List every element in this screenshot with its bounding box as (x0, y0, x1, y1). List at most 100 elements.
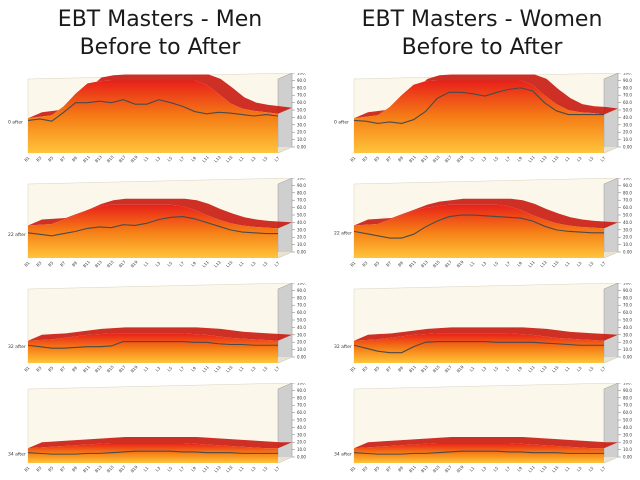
x-tick-label: L13 (539, 364, 548, 373)
x-tick-label: B9 (397, 365, 405, 373)
x-tick-label: B3 (361, 365, 369, 373)
x-tick-label: B19 (130, 154, 139, 163)
y-tick-label: 10.00 (623, 447, 632, 452)
x-tick-label: L5 (262, 365, 269, 372)
x-tick-label: B9 (397, 260, 405, 268)
chart-svg: 100.00 90.00 80.00 70.00 60.00 50.00 40.00 30.0… (334, 178, 632, 268)
x-tick-label: L13 (213, 464, 222, 473)
chart-svg: 100.00 90.00 80.00 70.00 60.00 50.00 40.00 30.0… (334, 383, 632, 473)
x-tick-label: L1 (143, 365, 150, 372)
y-tick-label: 80.00 (623, 295, 632, 300)
y-tick-label: 70.00 (297, 93, 306, 98)
x-tick-label: B15 (106, 364, 115, 373)
y-tick-label: 0.00 (297, 250, 306, 255)
x-tick-label: L1 (238, 465, 245, 472)
men-title-line2: Before to After (79, 35, 241, 60)
chart-women-3: 100.00 90.00 80.00 70.00 60.00 50.00 40.00 30.0… (332, 283, 632, 375)
y-tick-label: 80.00 (297, 190, 306, 195)
chart-men-3: 100.00 90.00 80.00 70.00 60.00 50.00 40.00 30.0… (6, 283, 306, 375)
x-tick-label: L1 (143, 155, 150, 162)
x-tick-label: B11 (408, 464, 417, 473)
y-tick-label: 80.00 (297, 85, 306, 90)
x-tick-label: B11 (82, 464, 91, 473)
x-tick-label: L1 (469, 365, 476, 372)
x-tick-label: L1 (564, 260, 571, 267)
x-tick-label: L9 (190, 260, 197, 267)
y-tick-label: 40.00 (297, 325, 306, 330)
x-tick-label: L9 (516, 155, 523, 162)
series-label: 0 after (334, 119, 349, 125)
x-tick-label: L11 (201, 154, 210, 163)
x-tick-label: L5 (166, 465, 173, 472)
x-tick-label: B15 (432, 364, 441, 373)
chart-svg: 100.00 90.00 80.00 70.00 60.00 50.00 40.00 30.0… (8, 383, 306, 473)
y-tick-label: 40.00 (297, 425, 306, 430)
men-title: EBT Masters - Men Before to After (10, 6, 310, 62)
x-tick-label: B9 (71, 465, 79, 473)
x-tick-label: B1 (349, 465, 357, 473)
x-tick-label: B1 (23, 465, 31, 473)
before-area-top-edge (354, 198, 618, 229)
y-tick-label: 100.00 (297, 283, 306, 286)
x-tick-label: L3 (576, 260, 583, 267)
x-tick-label: B1 (23, 260, 31, 268)
y-tick-label: 30.00 (623, 432, 632, 437)
x-tick-label: B11 (408, 154, 417, 163)
x-tick-label: B7 (385, 465, 393, 473)
x-tick-label: L7 (504, 155, 511, 162)
x-tick-label: B17 (444, 259, 453, 268)
after-series-line (353, 340, 604, 354)
x-tick-label: B7 (59, 155, 67, 163)
y-tick-label: 50.00 (623, 108, 632, 113)
x-tick-label: L15 (551, 259, 560, 268)
y-tick-label: 30.00 (623, 332, 632, 337)
y-tick-label: 40.00 (623, 425, 632, 430)
x-tick-label: B3 (35, 365, 43, 373)
x-tick-label: L7 (504, 465, 511, 472)
y-tick-label: 30.00 (297, 332, 306, 337)
y-tick-label: 20.00 (297, 130, 306, 135)
x-tick-label: B13 (94, 464, 103, 473)
y-tick-label: 10.00 (297, 447, 306, 452)
x-tick-label: L11 (527, 464, 536, 473)
y-tick-label: 10.00 (623, 137, 632, 142)
x-tick-label: L7 (178, 155, 185, 162)
y-tick-label: 90.00 (297, 388, 306, 393)
y-tick-label: 90.00 (623, 78, 632, 83)
x-tick-label: B1 (23, 365, 31, 373)
x-tick-label: B19 (130, 259, 139, 268)
x-tick-label: L3 (576, 155, 583, 162)
x-tick-label: L7 (599, 260, 606, 267)
before-area-top-edge (354, 327, 618, 341)
y-tick-label: 20.00 (623, 340, 632, 345)
x-tick-label: B11 (82, 364, 91, 373)
y-tick-label: 0.00 (623, 250, 632, 255)
x-tick-label: B1 (349, 155, 357, 163)
before-area (28, 204, 278, 258)
plot-side-wall (603, 178, 619, 259)
x-tick-label: L9 (190, 465, 197, 472)
men-title-line1: EBT Masters - Men (57, 7, 263, 32)
women-title-line2: Before to After (401, 35, 563, 60)
y-tick-label: 100.00 (623, 283, 632, 286)
x-tick-label: L7 (599, 155, 606, 162)
before-area (28, 443, 278, 463)
y-tick-label: 60.00 (297, 310, 306, 315)
y-tick-label: 80.00 (623, 395, 632, 400)
after-series-line (27, 216, 278, 237)
before-area-top-edge (28, 198, 292, 229)
y-tick-label: 40.00 (297, 115, 306, 120)
y-tick-label: 100.00 (623, 178, 632, 181)
y-tick-label: 10.00 (297, 242, 306, 247)
x-tick-label: L5 (262, 155, 269, 162)
y-tick-label: 80.00 (623, 85, 632, 90)
x-tick-label: B13 (420, 154, 429, 163)
x-tick-label: L5 (492, 155, 499, 162)
x-tick-label: L1 (238, 155, 245, 162)
x-tick-label: L3 (480, 260, 487, 267)
y-tick-label: 50.00 (623, 318, 632, 323)
x-tick-label: B3 (361, 260, 369, 268)
x-tick-label: L7 (273, 465, 280, 472)
y-tick-label: 30.00 (297, 432, 306, 437)
x-tick-label: B9 (71, 365, 79, 373)
